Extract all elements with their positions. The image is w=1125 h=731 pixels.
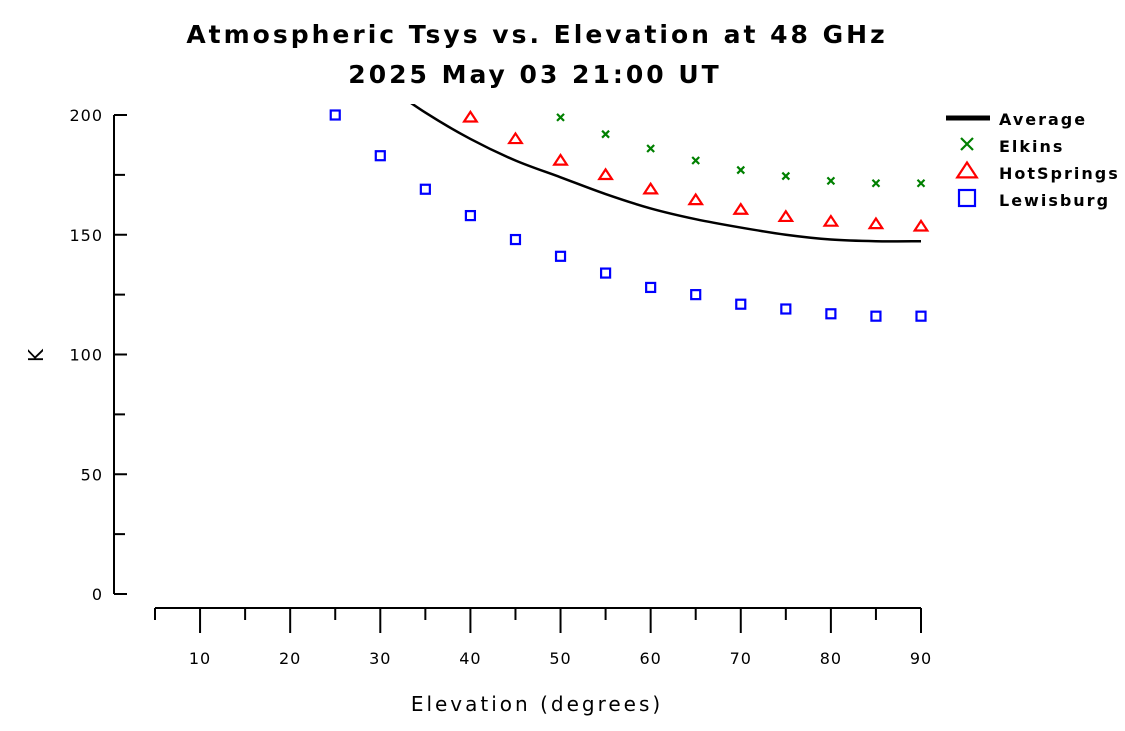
- triangle-marker: [732, 202, 750, 215]
- triangle-marker: [507, 131, 524, 145]
- x-marker: [736, 165, 746, 175]
- x-tick-label: 90: [910, 649, 932, 668]
- series-elkins: [556, 113, 926, 188]
- triangle-marker: [552, 153, 569, 166]
- y-axis: 0 50 100 150 200: [69, 106, 127, 604]
- x-axis-label: Elevation (degrees): [411, 692, 663, 716]
- series-line: [410, 104, 922, 243]
- series-hotsprings: [462, 109, 930, 232]
- y-tick-label: 200: [69, 106, 103, 125]
- legend-item-lewisburg: Lewisburg: [957, 188, 1110, 210]
- square-marker: [957, 188, 977, 208]
- legend-label: Lewisburg: [999, 191, 1110, 210]
- square-marker: [554, 250, 567, 262]
- y-tick-label: 0: [92, 585, 103, 604]
- triangle-marker: [462, 109, 479, 123]
- legend-item-hotsprings: HotSprings: [955, 160, 1120, 183]
- triangle-marker: [687, 192, 705, 206]
- x-marker: [871, 178, 881, 188]
- x-tick-label: 20: [279, 649, 301, 668]
- triangle-marker: [912, 218, 930, 232]
- triangle-marker: [642, 181, 660, 195]
- x-tick-label: 80: [820, 649, 842, 668]
- x-marker: [691, 156, 700, 165]
- square-marker: [419, 183, 431, 195]
- x-marker: [916, 178, 926, 188]
- x-tick-label: 40: [459, 649, 481, 668]
- square-marker: [509, 233, 522, 246]
- x-marker: [646, 144, 655, 153]
- x-marker: [960, 137, 974, 151]
- chart-title: Atmospheric Tsys vs. Elevation at 48 GHz: [186, 20, 887, 49]
- square-marker: [645, 281, 657, 294]
- x-axis: 10 20 30 40 50 60 70 80 90: [154, 607, 932, 668]
- legend: Average Elkins HotSprings Lewisburg: [946, 110, 1120, 210]
- legend-label: HotSprings: [999, 164, 1120, 183]
- legend-label: Elkins: [999, 137, 1064, 156]
- legend-label: Average: [999, 110, 1087, 129]
- y-tick-label: 150: [69, 226, 103, 245]
- triangle-marker: [955, 160, 979, 179]
- triangle-marker: [867, 216, 885, 230]
- x-marker: [826, 176, 836, 186]
- x-marker: [601, 129, 610, 139]
- legend-item-average: Average: [946, 110, 1087, 129]
- square-marker: [825, 308, 837, 320]
- square-marker: [329, 109, 341, 121]
- x-marker: [781, 171, 791, 181]
- square-marker: [780, 303, 792, 315]
- triangle-marker: [777, 209, 795, 223]
- plot-area: [329, 104, 930, 322]
- y-tick-label: 50: [81, 465, 103, 484]
- square-marker: [374, 150, 386, 162]
- square-marker: [870, 310, 882, 322]
- square-marker: [690, 289, 702, 301]
- chart-subtitle: 2025 May 03 21:00 UT: [348, 60, 721, 89]
- x-tick-label: 60: [639, 649, 661, 668]
- x-tick-label: 30: [369, 649, 391, 668]
- y-tick-label: 100: [69, 346, 103, 365]
- square-marker: [915, 310, 927, 322]
- y-axis-label: K: [24, 346, 48, 362]
- triangle-marker: [597, 167, 614, 181]
- x-tick-label: 50: [549, 649, 571, 668]
- triangle-marker: [822, 214, 840, 227]
- square-marker: [735, 298, 747, 310]
- x-marker: [556, 113, 565, 122]
- x-tick-label: 10: [189, 649, 211, 668]
- legend-item-elkins: Elkins: [960, 137, 1064, 156]
- square-marker: [464, 209, 477, 222]
- series-lewisburg: [329, 109, 927, 322]
- square-marker: [599, 267, 612, 279]
- x-tick-label: 70: [730, 649, 752, 668]
- series-average: [410, 104, 922, 243]
